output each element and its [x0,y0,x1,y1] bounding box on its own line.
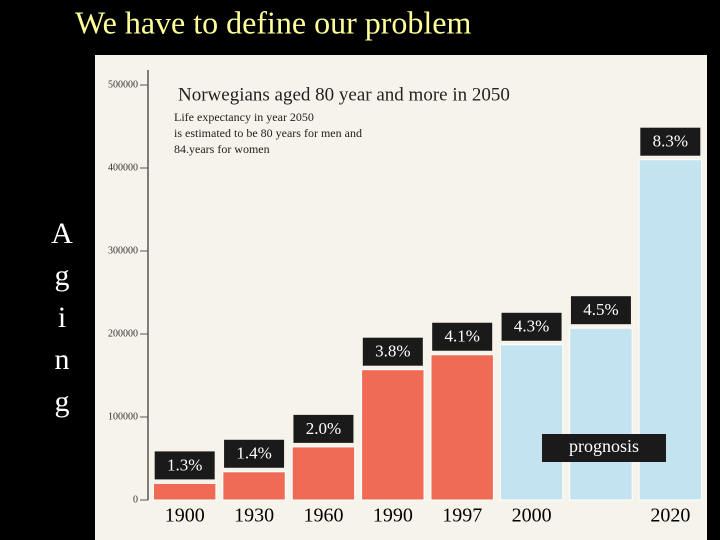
bar-label-box [570,296,631,325]
bar-label: 4.5% [583,300,618,319]
y-tick-label: 500000 [108,79,138,90]
annotation: prognosis [569,436,639,456]
bar [291,446,356,501]
bar-label: 1.4% [236,444,271,463]
chart-title: Norwegians aged 80 year and more in 2050 [178,84,510,105]
side-letter: A [51,217,73,250]
side-letter: g [55,259,70,292]
bar [361,369,425,501]
bar-label-box [293,414,354,443]
y-tick-label: 400000 [108,162,138,173]
side-letter: g [55,385,70,418]
bar [569,327,633,501]
bar [222,471,286,501]
chart-subtitle: 84.years for women [174,142,270,156]
side-letter: n [55,343,70,376]
bar [430,354,494,501]
chart-subtitle: Life expectancy in year 2050 [174,110,314,124]
x-tick-label: 1900 [165,505,205,527]
bar-label: 2.0% [306,419,341,438]
x-tick-label: 1960 [303,505,343,527]
side-letter: i [58,301,66,334]
bar-label: 1.3% [167,455,202,474]
slide-title: We have to define our problem [75,4,472,40]
x-tick-label: 1990 [373,505,413,527]
annotation-box [542,434,666,462]
bar [152,482,217,501]
y-tick-label: 300000 [108,245,138,256]
x-tick-label: 1930 [234,505,274,527]
y-tick-label: 200000 [108,328,138,339]
bar-label-box [224,439,285,468]
bar-label-box [154,451,215,480]
y-tick-label: 100000 [108,411,138,422]
x-tick-label: 2020 [650,505,690,527]
bar-label: 4.3% [514,317,549,336]
bar-label-box [640,127,701,156]
bar-label-box [501,312,562,341]
x-tick-label: 1997 [442,505,482,527]
bar-label: 3.8% [375,342,410,361]
y-tick-label: 0 [133,494,138,505]
bar-label: 8.3% [653,132,688,151]
bar-label-box [432,322,493,351]
bar [499,344,564,501]
bar-label-box [362,337,423,366]
bar-label: 4.1% [444,327,479,346]
chart-subtitle: is estimated to be 80 years for men and [174,126,362,140]
x-tick-label: 2000 [512,505,552,527]
